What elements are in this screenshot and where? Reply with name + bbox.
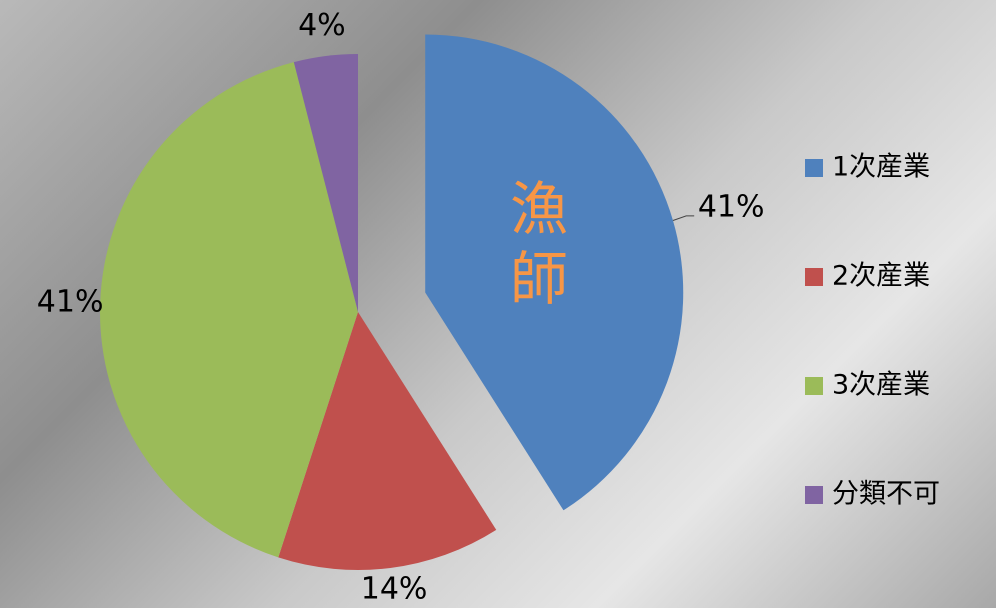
legend-text: 3次産業	[832, 370, 930, 401]
legend-swatch	[805, 159, 823, 177]
data-label: 41%	[698, 189, 765, 224]
data-label: 14%	[361, 572, 428, 607]
legend-text: 2次産業	[832, 261, 930, 292]
data-label: 4%	[298, 8, 346, 43]
chart-area: 41% 14% 41% 4% 1次産業 2次産業 3次産業分類不可 漁師	[0, 0, 996, 608]
leader-line	[673, 216, 694, 221]
legend-text: 1次産業	[832, 152, 930, 183]
data-label: 41%	[37, 284, 104, 319]
legend-swatch	[805, 486, 823, 504]
legend-text: 分類不可	[832, 479, 940, 510]
legend-swatch	[805, 377, 823, 395]
annotation: 漁師	[492, 178, 576, 318]
legend-swatch	[805, 268, 823, 286]
